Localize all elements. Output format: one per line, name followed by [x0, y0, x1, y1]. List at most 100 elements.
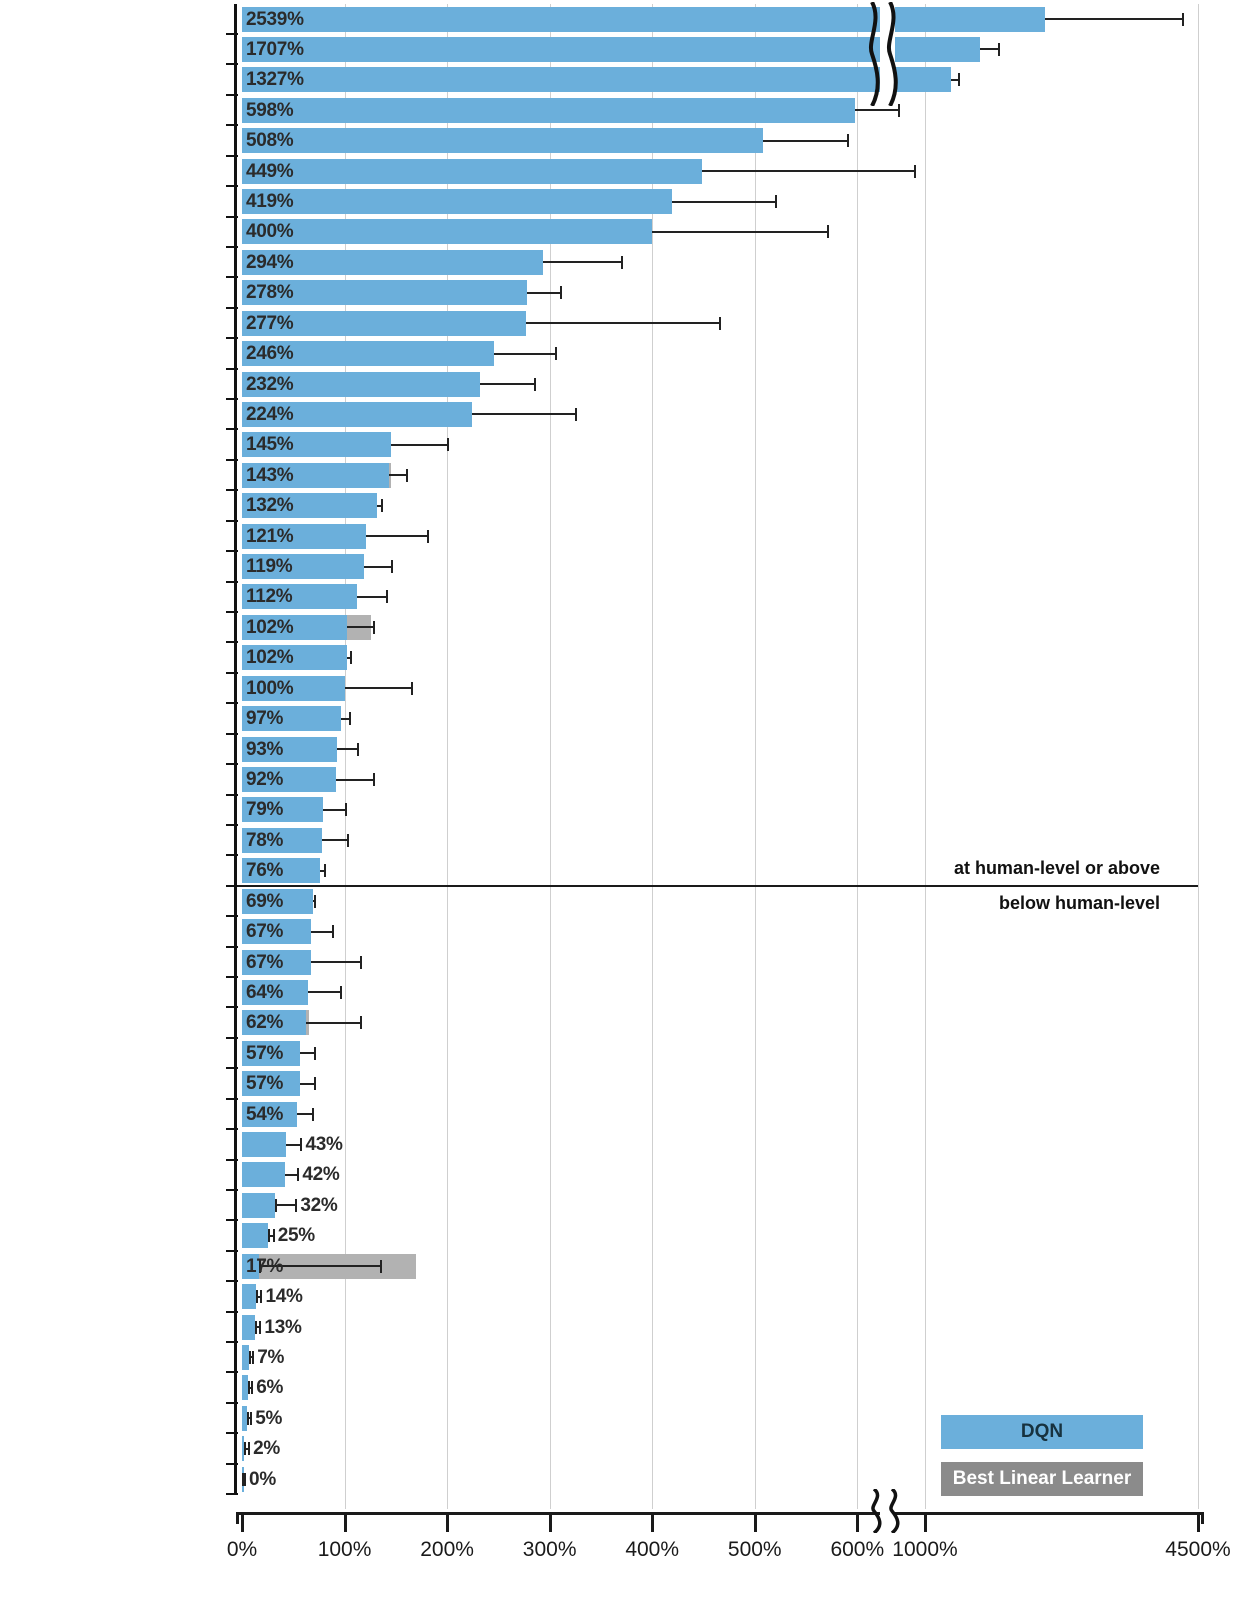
- bar-dqn: [242, 1375, 249, 1401]
- value-label: 79%: [246, 799, 284, 821]
- y-axis-bracket: [234, 64, 237, 96]
- chart-row: Private Eye2%: [226, 1433, 1198, 1465]
- bar-dqn: [242, 401, 472, 427]
- x-axis-tick-label: 100%: [317, 1538, 372, 1561]
- value-label: 112%: [246, 586, 293, 608]
- axis-end-cap: [1201, 1512, 1204, 1524]
- legend-item-dqn: DQN: [941, 1415, 1143, 1449]
- bar-dqn: [242, 36, 981, 62]
- axis-end-cap: [236, 1512, 239, 1524]
- y-axis-bracket: [234, 399, 237, 430]
- chart-row: Demon Attack294%: [226, 247, 1198, 279]
- error-bar-cap: [390, 560, 393, 574]
- error-bar: [543, 261, 622, 264]
- error-bar-cap: [621, 255, 624, 269]
- error-bar: [256, 1295, 261, 1298]
- error-bar: [310, 961, 360, 964]
- chart-row: Boxing1707%: [226, 34, 1198, 66]
- error-bar-cap: [373, 620, 376, 634]
- bar-dqn: [242, 1284, 257, 1310]
- y-axis-bracket: [234, 1342, 237, 1373]
- bar-dqn: [242, 249, 544, 275]
- error-bar: [312, 900, 314, 903]
- y-axis-bracket: [234, 4, 237, 35]
- y-axis-bracket: [234, 947, 237, 978]
- error-bar: [297, 1113, 312, 1116]
- error-bar-cap: [447, 438, 450, 452]
- x-axis-tick: [856, 1515, 860, 1532]
- error-bar-cap-left: [244, 1442, 247, 1456]
- value-label: 508%: [246, 130, 294, 152]
- value-label: 67%: [246, 951, 284, 973]
- y-axis-tick: [226, 124, 238, 127]
- y-axis-tick: [226, 1097, 238, 1100]
- error-bar-cap: [313, 1046, 316, 1060]
- bar-dqn: [242, 158, 703, 184]
- error-bar-cap: [426, 529, 429, 543]
- bar-dqn: [242, 736, 338, 762]
- bar-dqn: [242, 554, 365, 580]
- error-bar-cap: [554, 347, 557, 361]
- bar-dqn: [242, 97, 856, 123]
- y-axis-tick: [226, 519, 238, 522]
- error-bar: [364, 565, 391, 568]
- y-axis-bracket: [234, 216, 237, 248]
- bar-dqn: [242, 1162, 286, 1188]
- error-bar-cap: [957, 73, 960, 87]
- bar-dqn: [242, 128, 763, 154]
- error-bar-cap: [259, 1320, 262, 1334]
- gridline: [344, 4, 346, 1509]
- y-axis-tick: [226, 1280, 238, 1283]
- y-axis-tick: [226, 1493, 238, 1496]
- error-bar-cap: [897, 103, 900, 117]
- y-axis-tick: [226, 1249, 238, 1252]
- error-bar-cap: [300, 1138, 303, 1152]
- error-bar-cap: [411, 681, 414, 695]
- bar-dqn: [242, 1132, 287, 1158]
- chart-row: Q*Bert78%: [226, 825, 1198, 857]
- error-bar-cap: [272, 1229, 275, 1243]
- y-axis-bracket: [234, 338, 237, 370]
- value-label: 5%: [255, 1407, 283, 1429]
- error-bar: [336, 778, 374, 781]
- value-label: 54%: [246, 1103, 284, 1125]
- y-axis-tick: [226, 306, 238, 309]
- chart-row: Asteroids7%: [226, 1342, 1198, 1374]
- value-label: 25%: [277, 1225, 315, 1247]
- error-bar-cap: [251, 1381, 254, 1395]
- bar-dqn: [242, 432, 391, 458]
- value-label: 97%: [246, 708, 284, 730]
- value-label: 7%: [257, 1346, 285, 1368]
- error-bar: [356, 595, 386, 598]
- error-bar-cap: [250, 1411, 253, 1425]
- value-label: 224%: [246, 403, 294, 425]
- error-bar-cap: [359, 955, 362, 969]
- error-bar: [346, 656, 350, 659]
- bar-dqn: [242, 1223, 268, 1249]
- value-label: 246%: [246, 343, 294, 365]
- x-axis-tick: [241, 1515, 244, 1532]
- chart-row: Montezuma's Revenge0%: [226, 1464, 1198, 1496]
- y-axis-bracket: [234, 734, 237, 765]
- y-axis-tick: [226, 1310, 238, 1313]
- chart-row: Frostbite6%: [226, 1372, 1198, 1404]
- error-bar: [702, 170, 915, 173]
- chart-row: Asterix69%: [226, 886, 1198, 918]
- y-axis-bracket: [234, 1038, 237, 1069]
- bar-dqn: [242, 6, 1046, 32]
- value-label: 57%: [246, 1073, 284, 1095]
- chart-row: Seaquest25%: [226, 1220, 1198, 1252]
- bar-dqn: [242, 858, 320, 884]
- y-axis-tick: [226, 33, 238, 35]
- error-bar-cap: [775, 195, 778, 209]
- value-label: 400%: [246, 221, 294, 243]
- x-axis-tick: [753, 1515, 757, 1532]
- error-bar-cap-left: [242, 1472, 244, 1486]
- error-bar: [390, 443, 448, 446]
- chart-row: Assault246%: [226, 338, 1198, 370]
- value-label: 67%: [246, 921, 284, 943]
- bar-dqn: [242, 1101, 298, 1127]
- error-bar-cap: [324, 864, 327, 878]
- bar-dqn: [242, 1314, 256, 1340]
- bar-dqn: [242, 584, 357, 610]
